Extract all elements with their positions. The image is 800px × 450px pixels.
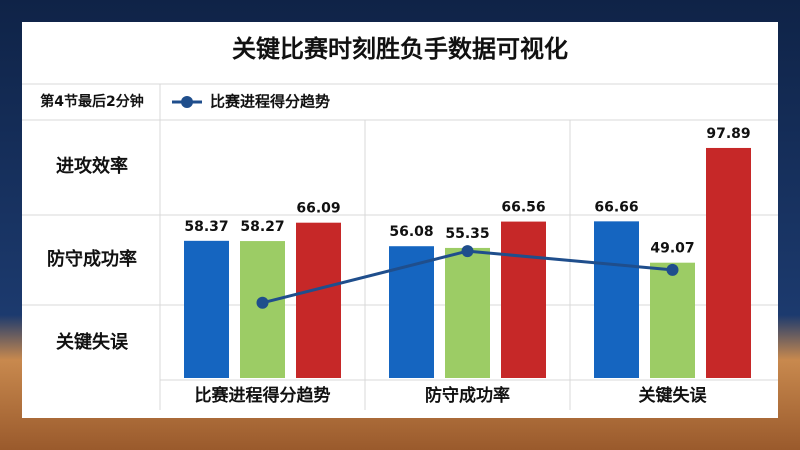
value-label: 66.09 [296,201,340,217]
row-label: 关键失误 [56,331,129,353]
value-label: 49.07 [650,241,694,257]
value-label: 66.56 [501,200,545,216]
legend [172,96,202,108]
value-label: 58.27 [240,219,284,235]
value-label: 58.37 [184,219,228,235]
x-tick-label: 比赛进程得分趋势 [195,385,331,406]
value-label: 97.89 [706,126,750,142]
bar [296,222,341,378]
row-label: 防守成功率 [47,248,137,270]
row-label: 进攻效率 [56,155,128,177]
bar [445,247,490,378]
chart-title: 关键比赛时刻胜负手数据可视化 [232,35,568,63]
legend-marker [181,96,193,108]
bar [650,262,695,378]
bar [184,240,229,378]
x-tick-label: 防守成功率 [425,385,510,406]
trend-point [256,296,269,309]
x-tick-label: 关键失误 [639,385,708,406]
bar [501,221,546,378]
bar [706,147,751,378]
legend-label: 比赛进程得分趋势 [210,93,330,111]
value-label: 56.08 [389,224,433,240]
bar [594,221,639,378]
value-label: 66.66 [594,199,638,215]
trend-point [461,245,474,258]
trend-point [666,263,679,276]
corner-label: 第4节最后2分钟 [40,93,143,110]
value-label: 55.35 [445,226,489,242]
bar [240,241,285,378]
